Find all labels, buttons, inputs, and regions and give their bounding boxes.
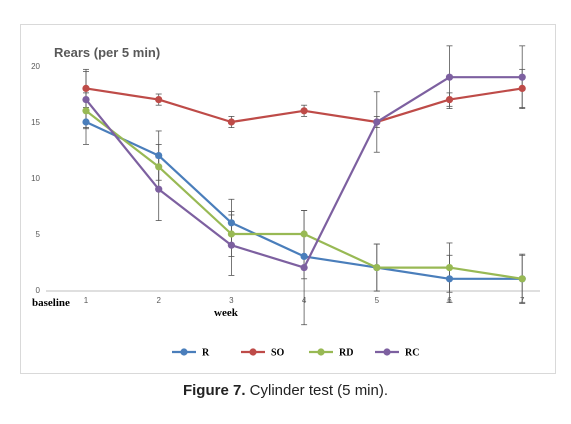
y-tick-label: 15 bbox=[31, 118, 40, 127]
data-point bbox=[227, 230, 235, 238]
data-point bbox=[155, 96, 163, 104]
data-point bbox=[518, 84, 526, 92]
data-point bbox=[82, 84, 90, 92]
data-point bbox=[227, 241, 235, 249]
y-axis: 0 5 10 15 20 bbox=[31, 62, 40, 295]
series-lines bbox=[82, 73, 526, 283]
data-point bbox=[82, 107, 90, 115]
legend: R SO RD RC bbox=[172, 348, 419, 359]
data-point bbox=[300, 252, 308, 260]
series-rc bbox=[82, 73, 526, 272]
x-axis-baseline-label: baseline bbox=[32, 297, 70, 309]
legend-item-r: R bbox=[172, 348, 210, 359]
data-point bbox=[518, 275, 526, 283]
data-point bbox=[300, 264, 308, 272]
data-point bbox=[518, 73, 526, 81]
series-rd bbox=[82, 107, 526, 283]
data-point bbox=[227, 219, 235, 227]
data-point bbox=[373, 118, 381, 126]
legend-label: SO bbox=[271, 348, 285, 359]
legend-marker bbox=[317, 348, 325, 356]
legend-marker bbox=[249, 348, 257, 356]
legend-label: R bbox=[202, 348, 210, 359]
x-tick-label: 5 bbox=[375, 296, 380, 305]
legend-label: RD bbox=[339, 348, 353, 359]
data-point bbox=[82, 96, 90, 104]
legend-item-rd: RD bbox=[309, 348, 353, 359]
data-point bbox=[445, 96, 454, 104]
y-tick-label: 10 bbox=[31, 174, 40, 183]
data-point bbox=[82, 118, 90, 126]
data-point bbox=[373, 264, 381, 272]
chart-frame bbox=[20, 24, 556, 374]
legend-label: RC bbox=[405, 348, 419, 359]
y-tick-label: 5 bbox=[36, 230, 41, 239]
data-point bbox=[155, 152, 163, 160]
caption-label: Figure 7. bbox=[182, 382, 246, 399]
legend-marker bbox=[383, 348, 391, 356]
data-point bbox=[445, 275, 454, 283]
x-axis-title: week bbox=[214, 307, 239, 319]
data-point bbox=[227, 118, 235, 126]
figure-caption: Figure 7. Cylinder test (5 min). bbox=[0, 382, 571, 399]
y-tick-label: 0 bbox=[36, 286, 41, 295]
data-point bbox=[155, 185, 163, 193]
data-point bbox=[300, 230, 308, 238]
data-point bbox=[445, 264, 454, 272]
data-point bbox=[445, 73, 454, 81]
legend-item-so: SO bbox=[241, 348, 285, 359]
caption-text: Cylinder test (5 min). bbox=[245, 382, 389, 399]
legend-item-rc: RC bbox=[375, 348, 419, 359]
x-tick-label: 3 bbox=[229, 296, 234, 305]
y-tick-label: 20 bbox=[31, 62, 40, 71]
chart-title: Rears (per 5 min) bbox=[54, 45, 160, 60]
data-point bbox=[300, 107, 308, 115]
data-point bbox=[155, 163, 163, 171]
x-tick-label: 2 bbox=[156, 296, 161, 305]
series-so bbox=[82, 84, 526, 126]
error-bars bbox=[83, 45, 526, 326]
x-tick-label: 1 bbox=[84, 296, 89, 305]
series-r bbox=[82, 118, 526, 283]
legend-marker bbox=[180, 348, 188, 356]
